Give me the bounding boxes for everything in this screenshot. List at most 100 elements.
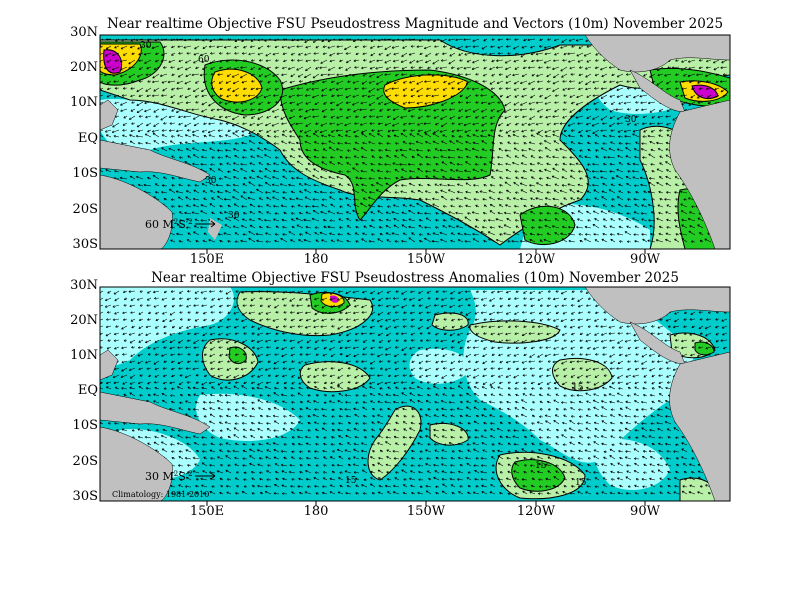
- lon-label: 90W: [630, 252, 660, 267]
- wind-vector-arrow: [681, 80, 688, 83]
- wind-vector-arrow: [241, 38, 248, 42]
- wind-vector-arrow: [250, 108, 256, 112]
- wind-vector-arrow: [288, 170, 296, 173]
- wind-vector-arrow: [362, 73, 368, 77]
- wind-vector-arrow: [647, 101, 656, 105]
- wind-vector-arrow: [122, 122, 128, 126]
- wind-vector-arrow: [217, 218, 224, 222]
- wind-vector-arrow: [100, 52, 104, 55]
- wind-vector-arrow: [443, 80, 448, 84]
- wind-vector-arrow: [531, 176, 536, 180]
- wind-vector-arrow: [256, 175, 264, 180]
- wind-vector-arrow: [423, 122, 432, 125]
- wind-vector-arrow: [361, 87, 368, 90]
- wind-vector-arrow: [616, 87, 624, 91]
- wind-vector-arrow: [665, 161, 672, 166]
- wind-vector-arrow: [162, 87, 168, 92]
- wind-vector-arrow: [360, 101, 368, 105]
- wind-vector-arrow: [119, 176, 128, 180]
- wind-vector-arrow: [561, 176, 568, 180]
- wind-vector-arrow: [211, 211, 216, 215]
- wind-vector-arrow: [536, 73, 544, 77]
- wind-vector-arrow: [687, 73, 696, 77]
- wind-vector-arrow: [384, 176, 392, 180]
- wind-vector-arrow: [265, 232, 272, 236]
- wind-vector-arrow: [336, 122, 344, 126]
- wind-vector-arrow: [409, 80, 416, 84]
- wind-vector-arrow: [433, 38, 440, 42]
- wind-vector-arrow: [543, 59, 552, 64]
- wind-vector-arrow: [288, 162, 296, 166]
- wind-vector-arrow: [424, 101, 432, 105]
- wind-vector-arrow: [424, 133, 432, 138]
- wind-vector-arrow: [295, 217, 304, 222]
- wind-vector-arrow: [499, 233, 504, 236]
- wind-vector-arrow: [248, 129, 256, 135]
- wind-vector-arrow: [304, 80, 312, 85]
- wind-vector-arrow: [378, 226, 384, 229]
- wind-vector-arrow: [633, 233, 640, 236]
- wind-vector-arrow: [416, 59, 424, 63]
- wind-vector-arrow: [291, 226, 296, 229]
- wind-vector-arrow: [312, 174, 320, 180]
- wind-vector-arrow: [273, 129, 280, 133]
- wind-vector-arrow: [626, 87, 632, 90]
- wind-vector-arrow: [562, 142, 568, 145]
- lon-label: 180: [303, 252, 329, 267]
- lat-label: 10N: [70, 348, 98, 363]
- wind-vector-arrow: [585, 122, 592, 126]
- wind-vector-arrow: [592, 210, 600, 215]
- wind-vector-arrow: [609, 163, 616, 166]
- wind-vector-arrow: [593, 233, 600, 236]
- wind-vector-arrow: [250, 87, 256, 91]
- wind-vector-arrow: [200, 226, 208, 229]
- wind-vector-arrow: [402, 204, 408, 208]
- wind-vector-arrow: [575, 162, 584, 166]
- wind-vector-arrow: [487, 218, 496, 222]
- wind-vector-arrow: [120, 66, 128, 71]
- wind-vector-arrow: [274, 156, 280, 159]
- wind-vector-arrow: [320, 73, 328, 77]
- wind-vector-arrow: [383, 38, 392, 41]
- wind-vector-arrow: [344, 45, 352, 50]
- wind-vector-arrow: [250, 73, 256, 77]
- wind-vector-arrow: [394, 184, 400, 187]
- wind-vector-arrow: [264, 181, 272, 187]
- wind-vector-arrow: [376, 94, 384, 100]
- wind-vector-arrow: [218, 66, 224, 69]
- wind-vector-arrow: [335, 129, 344, 132]
- wind-vector-arrow: [369, 73, 376, 78]
- wind-vector-arrow: [138, 79, 144, 83]
- wind-vector-arrow: [539, 94, 544, 98]
- wind-vector-arrow: [544, 129, 552, 134]
- wind-vector-arrow: [338, 38, 344, 41]
- wind-vector-arrow: [559, 147, 568, 152]
- wind-vector-arrow: [273, 162, 280, 166]
- wind-vector-arrow: [419, 52, 424, 55]
- wind-vector-arrow: [609, 170, 616, 173]
- wind-vector-arrow: [320, 59, 328, 64]
- wind-vector-arrow: [547, 38, 552, 41]
- wind-vector-arrow: [384, 148, 392, 152]
- wind-vector-arrow: [266, 225, 272, 229]
- wind-vector-arrow: [418, 224, 424, 229]
- wind-vector-arrow: [570, 73, 576, 76]
- wind-vector-arrow: [465, 204, 472, 208]
- wind-vector-arrow: [255, 87, 264, 91]
- wind-vector-arrow: [432, 140, 440, 145]
- wind-vector-arrow: [155, 115, 160, 118]
- wind-vector-arrow: [599, 170, 608, 173]
- wind-vector-arrow: [457, 115, 464, 119]
- wind-vector-arrow: [345, 101, 352, 104]
- wind-vector-arrow: [240, 195, 248, 201]
- wind-vector-arrow: [327, 225, 336, 229]
- wind-vector-arrow: [146, 66, 152, 70]
- wind-vector-arrow: [304, 94, 312, 97]
- wind-vector-arrow: [353, 59, 360, 62]
- wind-vector-arrow: [145, 87, 152, 92]
- wind-vector-arrow: [491, 169, 496, 173]
- wind-vector-arrow: [370, 52, 376, 57]
- wind-vector-arrow: [159, 73, 168, 77]
- wind-vector-arrow: [641, 218, 648, 222]
- wind-vector-arrow: [521, 129, 528, 133]
